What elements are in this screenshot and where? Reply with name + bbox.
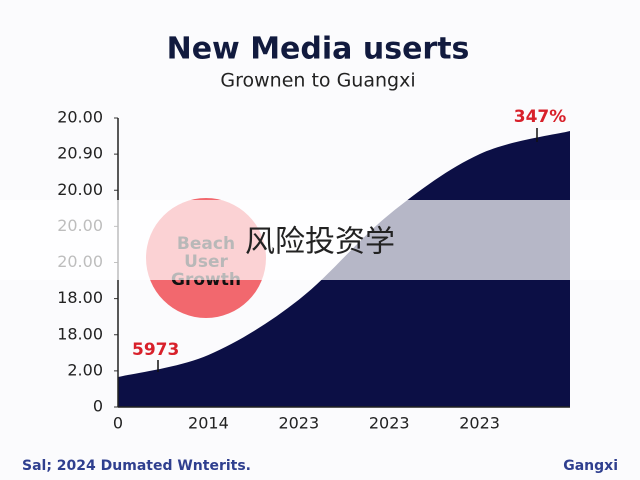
x-tick-label: 2023 <box>278 414 319 433</box>
annotation: 347% <box>514 107 567 127</box>
y-tick-label: 18.00 <box>57 288 103 307</box>
y-tick-label: 18.00 <box>57 324 103 343</box>
overlay-band <box>0 200 640 280</box>
footer-right: Gangxi <box>563 458 618 474</box>
chart-subtitle: Grownen to Guangxi <box>220 70 415 92</box>
y-tick-label: 20.00 <box>57 108 103 127</box>
x-tick-label: 2023 <box>369 414 410 433</box>
x-tick-label: 2023 <box>459 414 500 433</box>
x-tick-label: 2014 <box>188 414 229 433</box>
overlay-text: 风险投资学 <box>245 225 395 260</box>
y-tick-label: 0 <box>93 397 103 416</box>
chart-title: New Media userts <box>167 32 470 67</box>
y-tick-label: 2.00 <box>67 360 103 379</box>
footer-left: Sal; 2024 Dumated Wnterits. <box>22 458 251 474</box>
annotation: 5973 <box>132 340 179 360</box>
y-tick-label: 20.00 <box>57 180 103 199</box>
y-tick-label: 20.90 <box>57 144 103 163</box>
x-tick-label: 0 <box>113 414 123 433</box>
